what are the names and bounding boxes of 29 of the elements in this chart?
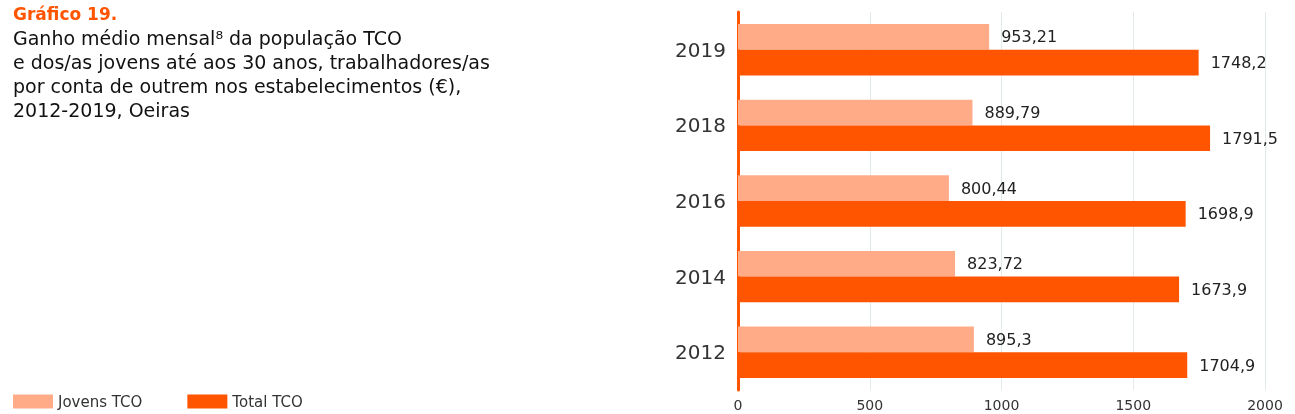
data-label: 895,3 xyxy=(985,329,1032,349)
data-label: 1748,2 xyxy=(1210,53,1267,73)
text: Ganho médio mensal⁸ da população TCO e dos/as jovens até aos 30 anos, trabalhadores/as por conta de outrem nos estabelecimentos (€), 2012-2019, Oeiras xyxy=(13,27,490,121)
data-label: 1673,9 xyxy=(1191,279,1248,299)
data-label: 953,21 xyxy=(1001,27,1058,47)
data-label: 1791,5 xyxy=(1222,128,1279,148)
text: Gráfico 19. xyxy=(13,3,118,24)
y-tick-label: 2016 xyxy=(675,189,726,213)
bar xyxy=(738,99,973,126)
y-tick-label: 2014 xyxy=(675,264,726,289)
x-tick-label: 500 xyxy=(856,397,884,413)
data-label: 1698,9 xyxy=(1197,204,1254,224)
y-tick-label: 2012 xyxy=(675,340,726,365)
data-label: 889,79 xyxy=(984,103,1041,123)
bar xyxy=(738,326,974,353)
x-tick-label: 1500 xyxy=(1115,397,1152,413)
x-tick-label: 0 xyxy=(733,397,743,413)
legend-label: Jovens TCO xyxy=(57,392,143,411)
bar xyxy=(738,175,949,201)
x-tick-label: 2000 xyxy=(1247,397,1283,413)
data-label: 800,44 xyxy=(960,178,1017,198)
y-tick-label: 2018 xyxy=(675,113,726,138)
y-tick-label: 2019 xyxy=(675,37,726,62)
bar xyxy=(738,24,990,50)
data-label: 823,72 xyxy=(967,254,1024,274)
data-label: 1704,9 xyxy=(1199,355,1256,375)
x-tick-label: 1000 xyxy=(983,397,1020,413)
bar xyxy=(738,250,956,277)
legend-label: Total TCO xyxy=(231,392,303,411)
